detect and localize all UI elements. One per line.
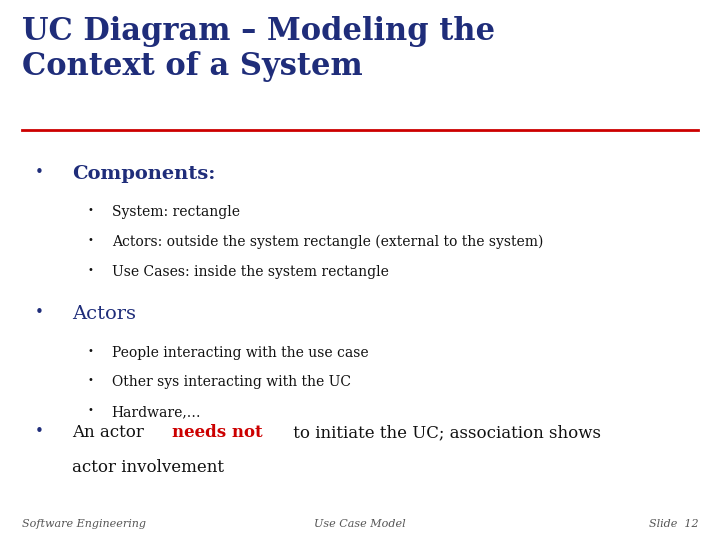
Text: Use Case Model: Use Case Model — [314, 519, 406, 529]
Text: Hardware,…: Hardware,… — [112, 405, 201, 419]
Text: •: • — [87, 346, 93, 356]
Text: •: • — [87, 405, 93, 415]
Text: System: rectangle: System: rectangle — [112, 205, 240, 219]
Text: Software Engineering: Software Engineering — [22, 519, 145, 529]
Text: to initiate the UC; association shows: to initiate the UC; association shows — [289, 424, 601, 441]
Text: People interacting with the use case: People interacting with the use case — [112, 346, 368, 360]
Text: actor involvement: actor involvement — [72, 459, 224, 476]
Text: Components:: Components: — [72, 165, 215, 183]
Text: •: • — [87, 375, 93, 386]
Text: •: • — [87, 235, 93, 245]
Text: Other sys interacting with the UC: Other sys interacting with the UC — [112, 375, 351, 389]
Text: •: • — [87, 265, 93, 275]
Text: •: • — [35, 165, 44, 180]
Text: Actors: Actors — [72, 305, 136, 323]
Text: Slide  12: Slide 12 — [649, 519, 698, 529]
Text: •: • — [87, 205, 93, 215]
Text: needs not: needs not — [171, 424, 262, 441]
Text: •: • — [35, 424, 44, 439]
Text: An actor: An actor — [72, 424, 149, 441]
Text: •: • — [35, 305, 44, 320]
Text: Actors: outside the system rectangle (external to the system): Actors: outside the system rectangle (ex… — [112, 235, 543, 249]
Text: UC Diagram – Modeling the
Context of a System: UC Diagram – Modeling the Context of a S… — [22, 16, 495, 82]
Text: Use Cases: inside the system rectangle: Use Cases: inside the system rectangle — [112, 265, 389, 279]
